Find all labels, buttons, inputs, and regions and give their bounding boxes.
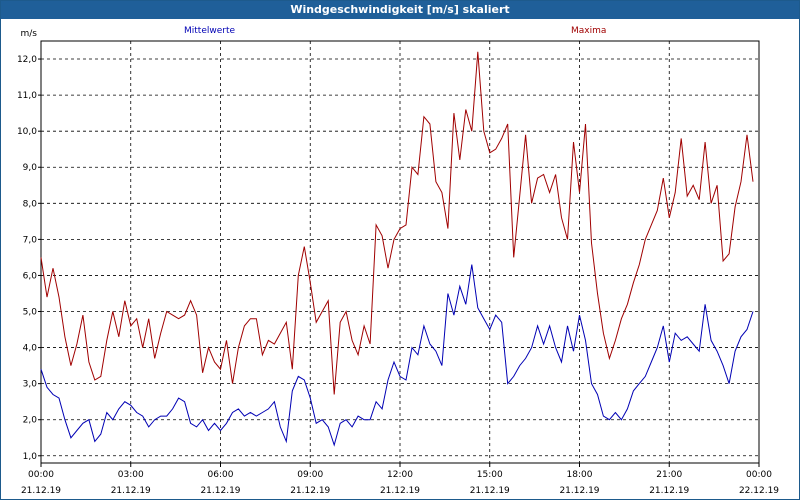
- y-tick-label: 6,0: [23, 271, 38, 281]
- x-tick-label-time: 09:00: [297, 470, 323, 480]
- x-tick-label-date: 21.12.19: [380, 486, 420, 496]
- x-tick-label-time: 21:00: [656, 470, 682, 480]
- y-tick-label: 10,0: [17, 127, 37, 137]
- x-tick-label-time: 00:00: [746, 470, 772, 480]
- y-tick-label: 2,0: [23, 416, 38, 426]
- x-tick-label-time: 06:00: [208, 470, 234, 480]
- y-tick-label: 8,0: [23, 199, 38, 209]
- x-tick-label-date: 21.12.19: [111, 486, 151, 496]
- y-tick-label: 4,0: [23, 344, 38, 354]
- y-tick-label: 1,0: [23, 452, 38, 462]
- series-line-maxima: [40, 51, 754, 395]
- window-title: Windgeschwindigkeit [m/s] skaliert: [1, 1, 799, 19]
- x-tick-label-date: 21.12.19: [559, 486, 599, 496]
- legend-mittelwerte: Mittelwerte: [184, 26, 236, 36]
- y-tick-label: 12,0: [17, 55, 37, 65]
- x-tick-label-time: 15:00: [477, 470, 503, 480]
- x-tick-label-date: 21.12.19: [649, 486, 689, 496]
- y-axis-label: m/s: [21, 29, 38, 39]
- x-tick-label-date: 21.12.19: [200, 486, 240, 496]
- x-tick-label-time: 18:00: [567, 470, 593, 480]
- x-tick-label-date: 21.12.19: [21, 486, 61, 496]
- x-tick-label-date: 22.12.19: [739, 486, 779, 496]
- x-tick-label-time: 12:00: [387, 470, 413, 480]
- x-tick-label-date: 21.12.19: [470, 486, 510, 496]
- x-tick-label-time: 00:00: [28, 470, 54, 480]
- y-tick-label: 7,0: [23, 235, 38, 245]
- x-tick-label-time: 03:00: [118, 470, 144, 480]
- y-tick-label: 3,0: [23, 380, 38, 390]
- x-tick-label-date: 21.12.19: [290, 486, 330, 496]
- y-tick-label: 9,0: [23, 163, 38, 173]
- legend-maxima: Maxima: [571, 26, 607, 36]
- series-line-mittelwerte: [40, 264, 754, 447]
- y-tick-label: 11,0: [17, 91, 37, 101]
- y-tick-label: 5,0: [23, 308, 38, 318]
